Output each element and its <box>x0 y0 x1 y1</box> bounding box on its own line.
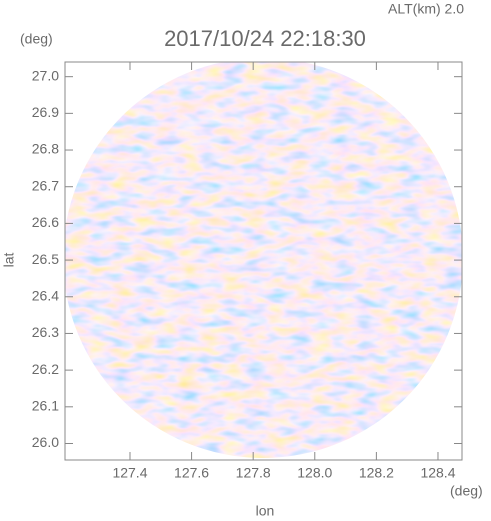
x-tick-label: 127.8 <box>236 465 271 481</box>
y-tick-label: 26.1 <box>32 398 59 414</box>
plot-frame <box>64 61 463 461</box>
x-tick-label: 128.4 <box>420 465 455 481</box>
y-tick-label: 26.9 <box>32 104 59 120</box>
y-unit: (deg) <box>20 31 53 47</box>
radar-field <box>65 62 462 458</box>
y-tick-label: 27.0 <box>32 67 59 83</box>
chart-title: 2017/10/24 22:18:30 <box>164 26 366 51</box>
y-tick-label: 26.8 <box>32 141 59 157</box>
y-tick-label: 26.2 <box>32 361 59 377</box>
y-tick-label: 26.5 <box>32 251 59 267</box>
y-tick-label: 26.4 <box>32 287 59 303</box>
x-tick-label: 128.0 <box>297 465 332 481</box>
x-tick-label: 128.2 <box>359 465 394 481</box>
x-tick-label: 127.4 <box>112 465 147 481</box>
subtitle: ALT(km) 2.0 <box>388 1 464 17</box>
x-tick-label: 127.6 <box>174 465 209 481</box>
x-axis-label: lon <box>256 503 275 519</box>
y-tick-label: 26.0 <box>32 434 59 450</box>
y-tick-label: 26.6 <box>32 214 59 230</box>
echo-field <box>65 62 462 458</box>
y-axis-label: lat <box>1 253 17 268</box>
y-tick-label: 26.7 <box>32 177 59 193</box>
x-unit: (deg) <box>450 483 483 499</box>
y-tick-label: 26.3 <box>32 324 59 340</box>
